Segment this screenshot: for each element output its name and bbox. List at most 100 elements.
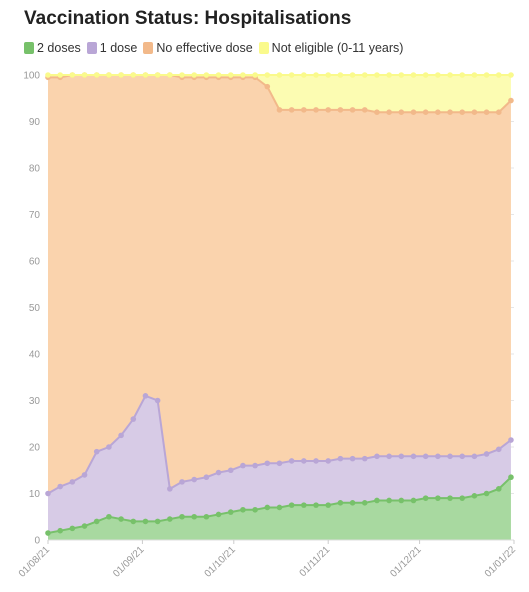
data-point bbox=[361, 72, 368, 78]
legend-label: Not eligible (0-11 years) bbox=[271, 41, 404, 55]
data-point bbox=[130, 416, 137, 422]
legend-swatch bbox=[143, 42, 154, 54]
y-tick-label: 80 bbox=[29, 164, 41, 175]
data-point bbox=[179, 479, 185, 485]
y-tick-label: 30 bbox=[29, 396, 41, 407]
y-tick-label: 0 bbox=[34, 536, 40, 547]
data-point bbox=[301, 72, 307, 78]
area-3 bbox=[48, 75, 511, 113]
data-point bbox=[349, 455, 356, 462]
data-point bbox=[447, 109, 453, 115]
data-point bbox=[227, 467, 234, 474]
data-point bbox=[130, 518, 137, 525]
data-point bbox=[227, 72, 234, 78]
data-point bbox=[240, 72, 246, 78]
data-point bbox=[459, 109, 466, 115]
data-point bbox=[374, 497, 380, 504]
data-point bbox=[93, 72, 100, 78]
data-point bbox=[81, 523, 88, 529]
data-point bbox=[386, 497, 392, 504]
data-point bbox=[349, 107, 356, 113]
data-point bbox=[374, 109, 380, 115]
data-point bbox=[313, 107, 319, 113]
legend-label: No effective dose bbox=[156, 41, 253, 55]
data-point bbox=[508, 72, 514, 78]
data-point bbox=[81, 72, 88, 78]
data-point bbox=[227, 509, 234, 515]
data-point bbox=[349, 72, 356, 78]
y-tick-label: 10 bbox=[29, 489, 41, 500]
data-point bbox=[276, 504, 283, 511]
data-point bbox=[45, 490, 51, 497]
data-point bbox=[69, 525, 76, 532]
data-point bbox=[447, 453, 453, 460]
data-point bbox=[508, 474, 514, 481]
data-point bbox=[374, 453, 380, 460]
data-point bbox=[215, 72, 222, 78]
data-point bbox=[167, 516, 173, 522]
data-point bbox=[288, 458, 295, 464]
area-2 bbox=[48, 75, 511, 494]
data-point bbox=[410, 72, 417, 78]
legend-item[interactable]: Not eligible (0-11 years) bbox=[258, 41, 404, 55]
data-point bbox=[57, 72, 63, 78]
data-point bbox=[386, 109, 392, 115]
data-point bbox=[459, 495, 466, 501]
data-point bbox=[118, 516, 124, 522]
data-point bbox=[422, 72, 429, 78]
data-point bbox=[69, 72, 76, 78]
data-point bbox=[313, 502, 319, 508]
data-point bbox=[313, 458, 319, 464]
data-point bbox=[361, 455, 368, 462]
data-point bbox=[325, 72, 332, 78]
chart-title: Vaccination Status: Hospitalisations bbox=[24, 8, 352, 29]
y-tick-label: 40 bbox=[29, 350, 41, 361]
y-tick-label: 60 bbox=[29, 257, 41, 268]
data-point bbox=[325, 458, 332, 464]
data-point bbox=[288, 502, 295, 508]
data-point bbox=[508, 97, 514, 104]
data-point bbox=[459, 453, 466, 460]
data-point bbox=[483, 490, 490, 497]
data-point bbox=[264, 460, 271, 467]
data-point bbox=[374, 72, 380, 78]
data-point bbox=[106, 444, 112, 450]
legend-item[interactable]: No effective dose bbox=[143, 41, 253, 55]
data-point bbox=[422, 495, 429, 501]
data-point bbox=[264, 83, 271, 90]
data-point bbox=[301, 458, 307, 464]
data-point bbox=[276, 107, 283, 113]
legend-item[interactable]: 1 dose bbox=[86, 41, 137, 55]
legend-label: 2 doses bbox=[37, 41, 81, 55]
data-point bbox=[386, 453, 392, 460]
x-tick-label: 01/09/21 bbox=[111, 544, 147, 580]
data-point bbox=[252, 72, 258, 78]
data-point bbox=[240, 462, 246, 469]
data-point bbox=[337, 500, 344, 506]
data-point bbox=[106, 513, 112, 520]
y-tick-label: 50 bbox=[29, 303, 41, 314]
data-point bbox=[435, 109, 441, 115]
data-point bbox=[435, 495, 441, 501]
y-tick-label: 90 bbox=[29, 117, 41, 128]
data-point bbox=[57, 527, 63, 534]
data-point bbox=[398, 109, 405, 115]
data-point bbox=[483, 451, 490, 457]
data-point bbox=[215, 511, 222, 518]
data-point bbox=[179, 513, 185, 520]
data-point bbox=[459, 72, 466, 78]
data-point bbox=[191, 72, 197, 78]
data-point bbox=[264, 504, 271, 511]
legend-item[interactable]: 2 doses bbox=[24, 41, 81, 55]
data-point bbox=[130, 72, 137, 78]
data-point bbox=[142, 393, 149, 399]
data-point bbox=[179, 72, 185, 78]
y-tick-label: 20 bbox=[29, 443, 41, 454]
data-point bbox=[398, 72, 405, 78]
data-point bbox=[410, 453, 417, 460]
data-point bbox=[301, 107, 307, 113]
data-point bbox=[386, 72, 392, 78]
data-point bbox=[410, 497, 417, 504]
data-point bbox=[301, 502, 307, 508]
